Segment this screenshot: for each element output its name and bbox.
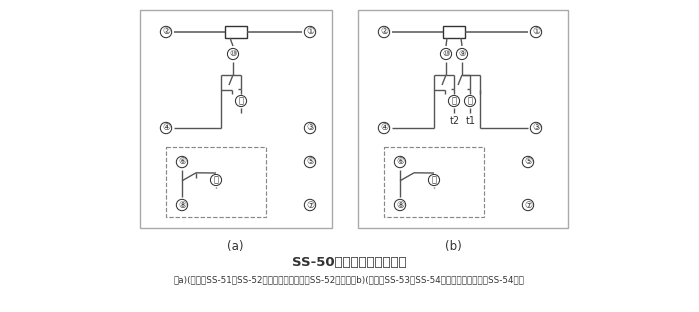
Text: ⑤: ⑤ [524, 158, 532, 167]
Text: ②: ② [380, 27, 388, 37]
Text: ⑨: ⑨ [459, 50, 466, 59]
Text: ⑦: ⑦ [306, 201, 314, 209]
Text: ⑱: ⑱ [431, 175, 436, 184]
Text: SS-50系列背后端子接线图: SS-50系列背后端子接线图 [291, 256, 406, 269]
Text: ⑫: ⑫ [452, 96, 456, 105]
Text: ⑧: ⑧ [396, 201, 404, 209]
Text: ③: ③ [306, 124, 314, 133]
Text: (a): (a) [226, 240, 243, 253]
Text: ⑪: ⑪ [468, 96, 473, 105]
Text: ⑩: ⑩ [442, 50, 449, 59]
Text: （a)(背视）SS-51、SS-52型，图中虚线部分仅SS-52型有；（b)(背视）SS-53、SS-54型，图中虚线部分仅SS-54型有: （a)(背视）SS-51、SS-52型，图中虚线部分仅SS-52型有；（b)(背… [173, 275, 524, 284]
Text: ⑦: ⑦ [524, 201, 532, 209]
Text: ②: ② [162, 27, 170, 37]
Text: t2: t2 [450, 116, 460, 126]
Text: ①: ① [532, 27, 540, 37]
Bar [384, 147, 484, 217]
Text: ⑫: ⑫ [238, 96, 243, 105]
Bar [140, 10, 332, 228]
Text: ⑧: ⑧ [178, 201, 186, 209]
Text: ④: ④ [380, 124, 388, 133]
Text: ⑱: ⑱ [213, 175, 219, 184]
Text: ⑥: ⑥ [178, 158, 186, 167]
Text: ⑩: ⑩ [229, 50, 237, 59]
Bar [358, 10, 568, 228]
Text: ①: ① [306, 27, 314, 37]
Text: ⑥: ⑥ [396, 158, 404, 167]
Text: ③: ③ [532, 124, 540, 133]
Bar [225, 26, 247, 38]
Text: t1: t1 [466, 116, 476, 126]
Text: (b): (b) [445, 240, 461, 253]
Text: ⑤: ⑤ [306, 158, 314, 167]
Bar [443, 26, 465, 38]
Text: ④: ④ [162, 124, 170, 133]
Bar [166, 147, 266, 217]
